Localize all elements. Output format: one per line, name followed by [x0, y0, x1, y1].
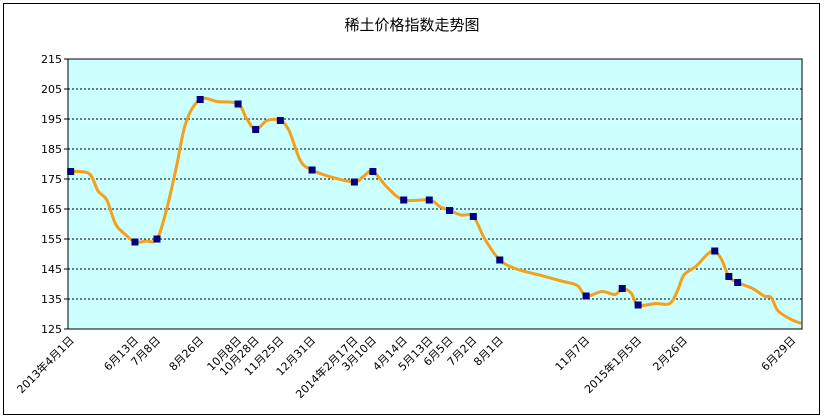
- data-point-marker: [369, 168, 377, 175]
- data-point-marker: [400, 196, 408, 204]
- y-tick-label: 125: [41, 323, 62, 336]
- data-point-marker: [153, 235, 161, 243]
- y-tick-label: 145: [41, 263, 62, 276]
- data-point-marker: [308, 166, 316, 174]
- data-point-marker: [276, 117, 284, 124]
- chart-title: 稀土价格指数走势图: [344, 16, 479, 34]
- y-tick-label: 155: [41, 233, 62, 246]
- data-point-marker: [234, 100, 242, 108]
- data-point-marker: [734, 279, 742, 286]
- data-point-marker: [131, 238, 139, 246]
- x-tick-label: 11月7日: [553, 334, 593, 374]
- y-tick-label: 165: [41, 203, 62, 216]
- data-point-marker: [725, 273, 733, 280]
- data-point-marker: [196, 96, 204, 103]
- data-point-marker: [634, 301, 642, 309]
- data-markers: [67, 96, 742, 309]
- data-point-marker: [350, 178, 358, 186]
- y-tick-label: 135: [41, 293, 62, 306]
- x-tick-label: 6月29日: [759, 334, 799, 374]
- y-axis-ticks: 125 135 145 155 165 175 185 195 205 215: [41, 53, 68, 336]
- x-tick-label: 2月26日: [650, 334, 690, 374]
- y-tick-label: 205: [41, 83, 62, 96]
- data-point-marker: [446, 207, 454, 214]
- x-tick-label: 8月1日: [471, 334, 506, 369]
- data-point-marker: [469, 213, 477, 220]
- data-point-marker: [496, 256, 504, 264]
- plot-area: [67, 58, 803, 330]
- data-point-marker: [425, 196, 433, 204]
- y-tick-label: 175: [41, 173, 62, 186]
- y-tick-label: 185: [41, 143, 62, 156]
- data-point-marker: [582, 292, 590, 300]
- data-point-marker: [252, 126, 260, 133]
- x-tick-label: 2013年4月1日: [14, 333, 77, 396]
- data-point-marker: [711, 247, 719, 255]
- data-point-marker: [618, 285, 626, 292]
- x-tick-label: 8月26日: [167, 334, 207, 374]
- data-point-marker: [67, 168, 75, 175]
- y-tick-label: 215: [41, 53, 62, 66]
- y-tick-label: 195: [41, 113, 62, 126]
